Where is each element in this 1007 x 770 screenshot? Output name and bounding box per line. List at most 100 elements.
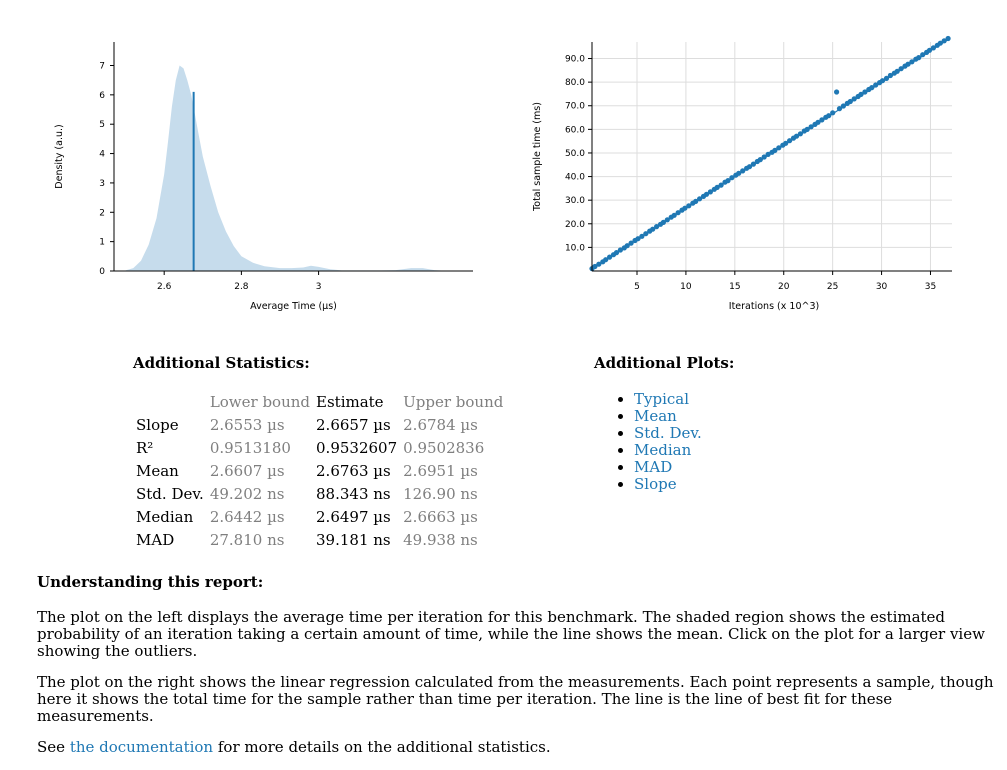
understanding-heading: Understanding this report: bbox=[37, 573, 264, 591]
x-tick-label: 35 bbox=[925, 282, 936, 292]
lower-bound-cell: 0.9513180 bbox=[209, 438, 291, 457]
column-header-upper-bound: Upper bound bbox=[403, 392, 504, 411]
stat-name-cell: Median bbox=[136, 507, 194, 526]
plot-link[interactable]: MAD bbox=[634, 458, 673, 476]
x-tick-label: 3 bbox=[316, 282, 322, 292]
stat-name-cell: MAD bbox=[136, 530, 175, 549]
table-row: Median 2.6442 µs 2.6497 µs 2.6663 µs bbox=[133, 505, 506, 528]
pdf-plot[interactable]: 0 1 2 3 4 5 6 7 2.6 2.8 3 Average Time (µs) Density … bbox=[0, 0, 500, 330]
understanding-paragraph-right-plot: The plot on the right shows the linear r… bbox=[37, 673, 994, 725]
table-row: Slope 2.6553 µs 2.6657 µs 2.6784 µs bbox=[133, 413, 506, 436]
sample-point bbox=[761, 154, 767, 160]
plot-list-item: Mean bbox=[634, 408, 702, 425]
y-tick-label: 90.0 bbox=[565, 55, 585, 65]
documentation-link[interactable]: the documentation bbox=[69, 738, 214, 756]
y-tick-label: 50.0 bbox=[565, 149, 585, 159]
estimate-cell: 2.6763 µs bbox=[316, 461, 391, 480]
x-axis-label: Iterations (x 10^3) bbox=[729, 301, 819, 312]
sample-point bbox=[757, 157, 763, 163]
plot-link[interactable]: Mean bbox=[634, 407, 677, 425]
sample-point bbox=[750, 161, 756, 167]
sample-point bbox=[603, 257, 609, 263]
upper-bound-cell: 2.6784 µs bbox=[403, 415, 478, 434]
lower-bound-cell: 2.6553 µs bbox=[209, 415, 285, 434]
stat-name-cell: Slope bbox=[136, 415, 179, 434]
table-row: Std. Dev. 49.202 ns 88.343 ns 126.90 ns bbox=[133, 482, 506, 505]
sample-point bbox=[894, 68, 900, 74]
plot-link[interactable]: Slope bbox=[634, 475, 677, 493]
upper-bound-cell: 2.6663 µs bbox=[403, 507, 478, 526]
sample-point bbox=[682, 205, 688, 211]
sample-point bbox=[879, 78, 886, 84]
estimate-cell: 39.181 ns bbox=[316, 530, 391, 549]
y-tick-label: 20.0 bbox=[565, 220, 585, 230]
sample-point bbox=[945, 35, 951, 42]
plot-link[interactable]: Std. Dev. bbox=[634, 424, 702, 442]
sample-point bbox=[808, 124, 814, 130]
x-tick-label: 25 bbox=[827, 282, 838, 292]
sample-point bbox=[703, 191, 710, 197]
estimate-cell: 2.6497 µs bbox=[316, 507, 391, 526]
plot-link[interactable]: Typical bbox=[634, 390, 690, 408]
sample-point bbox=[596, 261, 602, 267]
additional-plots-list: TypicalMeanStd. Dev.MedianMADSlope bbox=[620, 391, 702, 493]
sample-point bbox=[909, 59, 915, 65]
sample-point bbox=[793, 133, 800, 139]
y-tick-label: 1 bbox=[99, 238, 105, 248]
plot-list-item: Typical bbox=[634, 391, 702, 408]
sample-point bbox=[776, 145, 782, 151]
sample-point bbox=[654, 224, 660, 230]
y-tick-label: 3 bbox=[99, 179, 105, 189]
sample-point bbox=[847, 98, 853, 105]
sample-point bbox=[714, 184, 720, 190]
additional-plots-heading: Additional Plots: bbox=[594, 354, 735, 372]
sample-point bbox=[937, 40, 943, 46]
upper-bound-cell: 49.938 ns bbox=[403, 530, 478, 549]
sample-point bbox=[639, 233, 645, 239]
sample-point bbox=[941, 38, 947, 44]
plot-list-item: Median bbox=[634, 442, 702, 459]
estimate-cell: 0.9532607 bbox=[316, 438, 398, 457]
y-tick-label: 4 bbox=[99, 150, 105, 160]
sample-point bbox=[783, 140, 789, 146]
additional-statistics-heading: Additional Statistics: bbox=[133, 354, 310, 372]
sample-point bbox=[851, 96, 857, 102]
x-tick-label: 10 bbox=[680, 282, 692, 292]
sample-point bbox=[624, 243, 630, 249]
sample-point bbox=[660, 219, 666, 225]
sample-point bbox=[592, 263, 598, 270]
y-tick-label: 6 bbox=[99, 91, 105, 101]
sample-point bbox=[873, 82, 879, 88]
statistics-table: Lower bound Estimate Upper bound Slope 2.… bbox=[133, 390, 506, 551]
x-tick-label: 20 bbox=[778, 282, 790, 292]
understanding-paragraph-left-plot: The plot on the left displays the averag… bbox=[37, 608, 985, 660]
sample-point bbox=[628, 240, 634, 246]
x-tick-label: 2.8 bbox=[234, 282, 249, 292]
sample-point bbox=[736, 170, 742, 176]
sample-point bbox=[920, 52, 926, 58]
y-tick-label: 10.0 bbox=[565, 243, 585, 253]
sample-point bbox=[834, 89, 840, 95]
y-tick-label: 80.0 bbox=[565, 78, 585, 88]
sample-point bbox=[869, 85, 875, 91]
regression-plot[interactable]: 10.0 20.0 30.0 40.0 50.0 60.0 70.0 80.0 90.0 5 10 1… bbox=[500, 0, 1007, 330]
x-tick-label: 15 bbox=[729, 282, 740, 292]
sample-point bbox=[930, 45, 936, 51]
sample-point bbox=[740, 168, 746, 174]
y-tick-label: 7 bbox=[99, 61, 105, 71]
column-header bbox=[133, 390, 207, 413]
lower-bound-cell: 49.202 ns bbox=[209, 484, 285, 503]
lower-bound-cell: 27.810 ns bbox=[209, 530, 285, 549]
sample-point bbox=[765, 151, 771, 157]
sample-point bbox=[697, 196, 703, 202]
sample-point bbox=[815, 119, 821, 125]
upper-bound-cell: 2.6951 µs bbox=[403, 461, 478, 480]
plot-link[interactable]: Median bbox=[634, 441, 692, 459]
column-header-estimate: Estimate bbox=[316, 392, 384, 411]
y-tick-label: 70.0 bbox=[565, 102, 585, 112]
y-tick-label: 40.0 bbox=[565, 173, 585, 183]
sample-point bbox=[887, 72, 893, 79]
plot-list-item: Std. Dev. bbox=[634, 425, 702, 442]
sample-point bbox=[804, 126, 810, 132]
sample-point bbox=[787, 138, 793, 144]
